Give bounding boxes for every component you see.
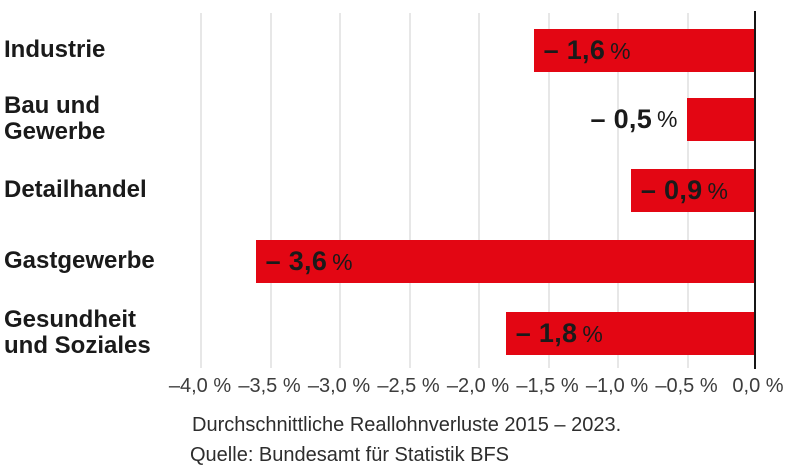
bar-value-unit: %	[657, 106, 678, 132]
bar-value: – 0,5%	[590, 98, 677, 141]
bar-value-unit: %	[707, 178, 728, 204]
bar-industrie: – 1,6%	[533, 29, 756, 72]
chart-caption: Durchschnittliche Reallohnverluste 2015 …	[192, 414, 622, 436]
bar-value-unit: %	[610, 38, 631, 64]
bar-value: – 1,6%	[534, 35, 631, 66]
bar-value-label: – 0,9	[640, 175, 703, 205]
bar-value-unit: %	[582, 321, 603, 347]
x-tick-label: –3,5 %	[238, 375, 301, 397]
bar-value-unit: %	[332, 249, 353, 275]
x-tick-label: –1,0 %	[585, 375, 649, 397]
x-tick-label: –3,0 %	[307, 375, 371, 397]
x-tick-label: –1,5 %	[516, 375, 579, 397]
plot-area: – 1,6% – 0,5% – 0,9% – 3,6% – 1,8%	[200, 13, 756, 368]
bar-value: – 0,9%	[631, 175, 728, 206]
bar-value-label: – 1,6	[543, 35, 606, 65]
category-label-gesundheit-und-soziales: Gesundheit und Soziales	[4, 306, 151, 359]
x-tick-label: –0,5 %	[655, 375, 718, 397]
bar-detailhandel: – 0,9%	[630, 169, 756, 212]
gridline	[617, 13, 619, 368]
x-tick-label: –2,0 %	[446, 375, 510, 397]
category-label-detailhandel: Detailhandel	[4, 176, 147, 203]
category-label-gastgewerbe: Gastgewerbe	[4, 247, 155, 274]
gridline	[547, 13, 550, 368]
zero-axis-line	[754, 11, 756, 369]
bar-bau-und-gewerbe	[686, 98, 756, 141]
bar-gastgewerbe: – 3,6%	[255, 240, 756, 283]
chart-source: Quelle: Bundesamt für Statistik BFS	[190, 444, 510, 466]
category-label-bau-und-gewerbe: Bau und Gewerbe	[4, 92, 106, 145]
bar-value: – 3,6%	[256, 246, 353, 277]
x-tick-label: 0,0 %	[732, 375, 784, 397]
gridline	[408, 13, 411, 368]
gridline	[478, 13, 480, 368]
x-tick-label: –4,0 %	[168, 375, 232, 397]
bar-value-label: – 3,6	[265, 246, 328, 276]
gridline	[200, 13, 202, 368]
bar-gesundheit-und-soziales: – 1,8%	[505, 312, 756, 355]
bar-value-label: – 1,8	[515, 318, 578, 348]
category-label-industrie: Industrie	[4, 36, 106, 63]
bar-value: – 1,8%	[506, 318, 603, 349]
gridline	[339, 13, 341, 368]
x-tick-label: –2,5 %	[377, 375, 440, 397]
gridline	[269, 13, 272, 368]
bar-value-label: – 0,5	[590, 104, 653, 134]
